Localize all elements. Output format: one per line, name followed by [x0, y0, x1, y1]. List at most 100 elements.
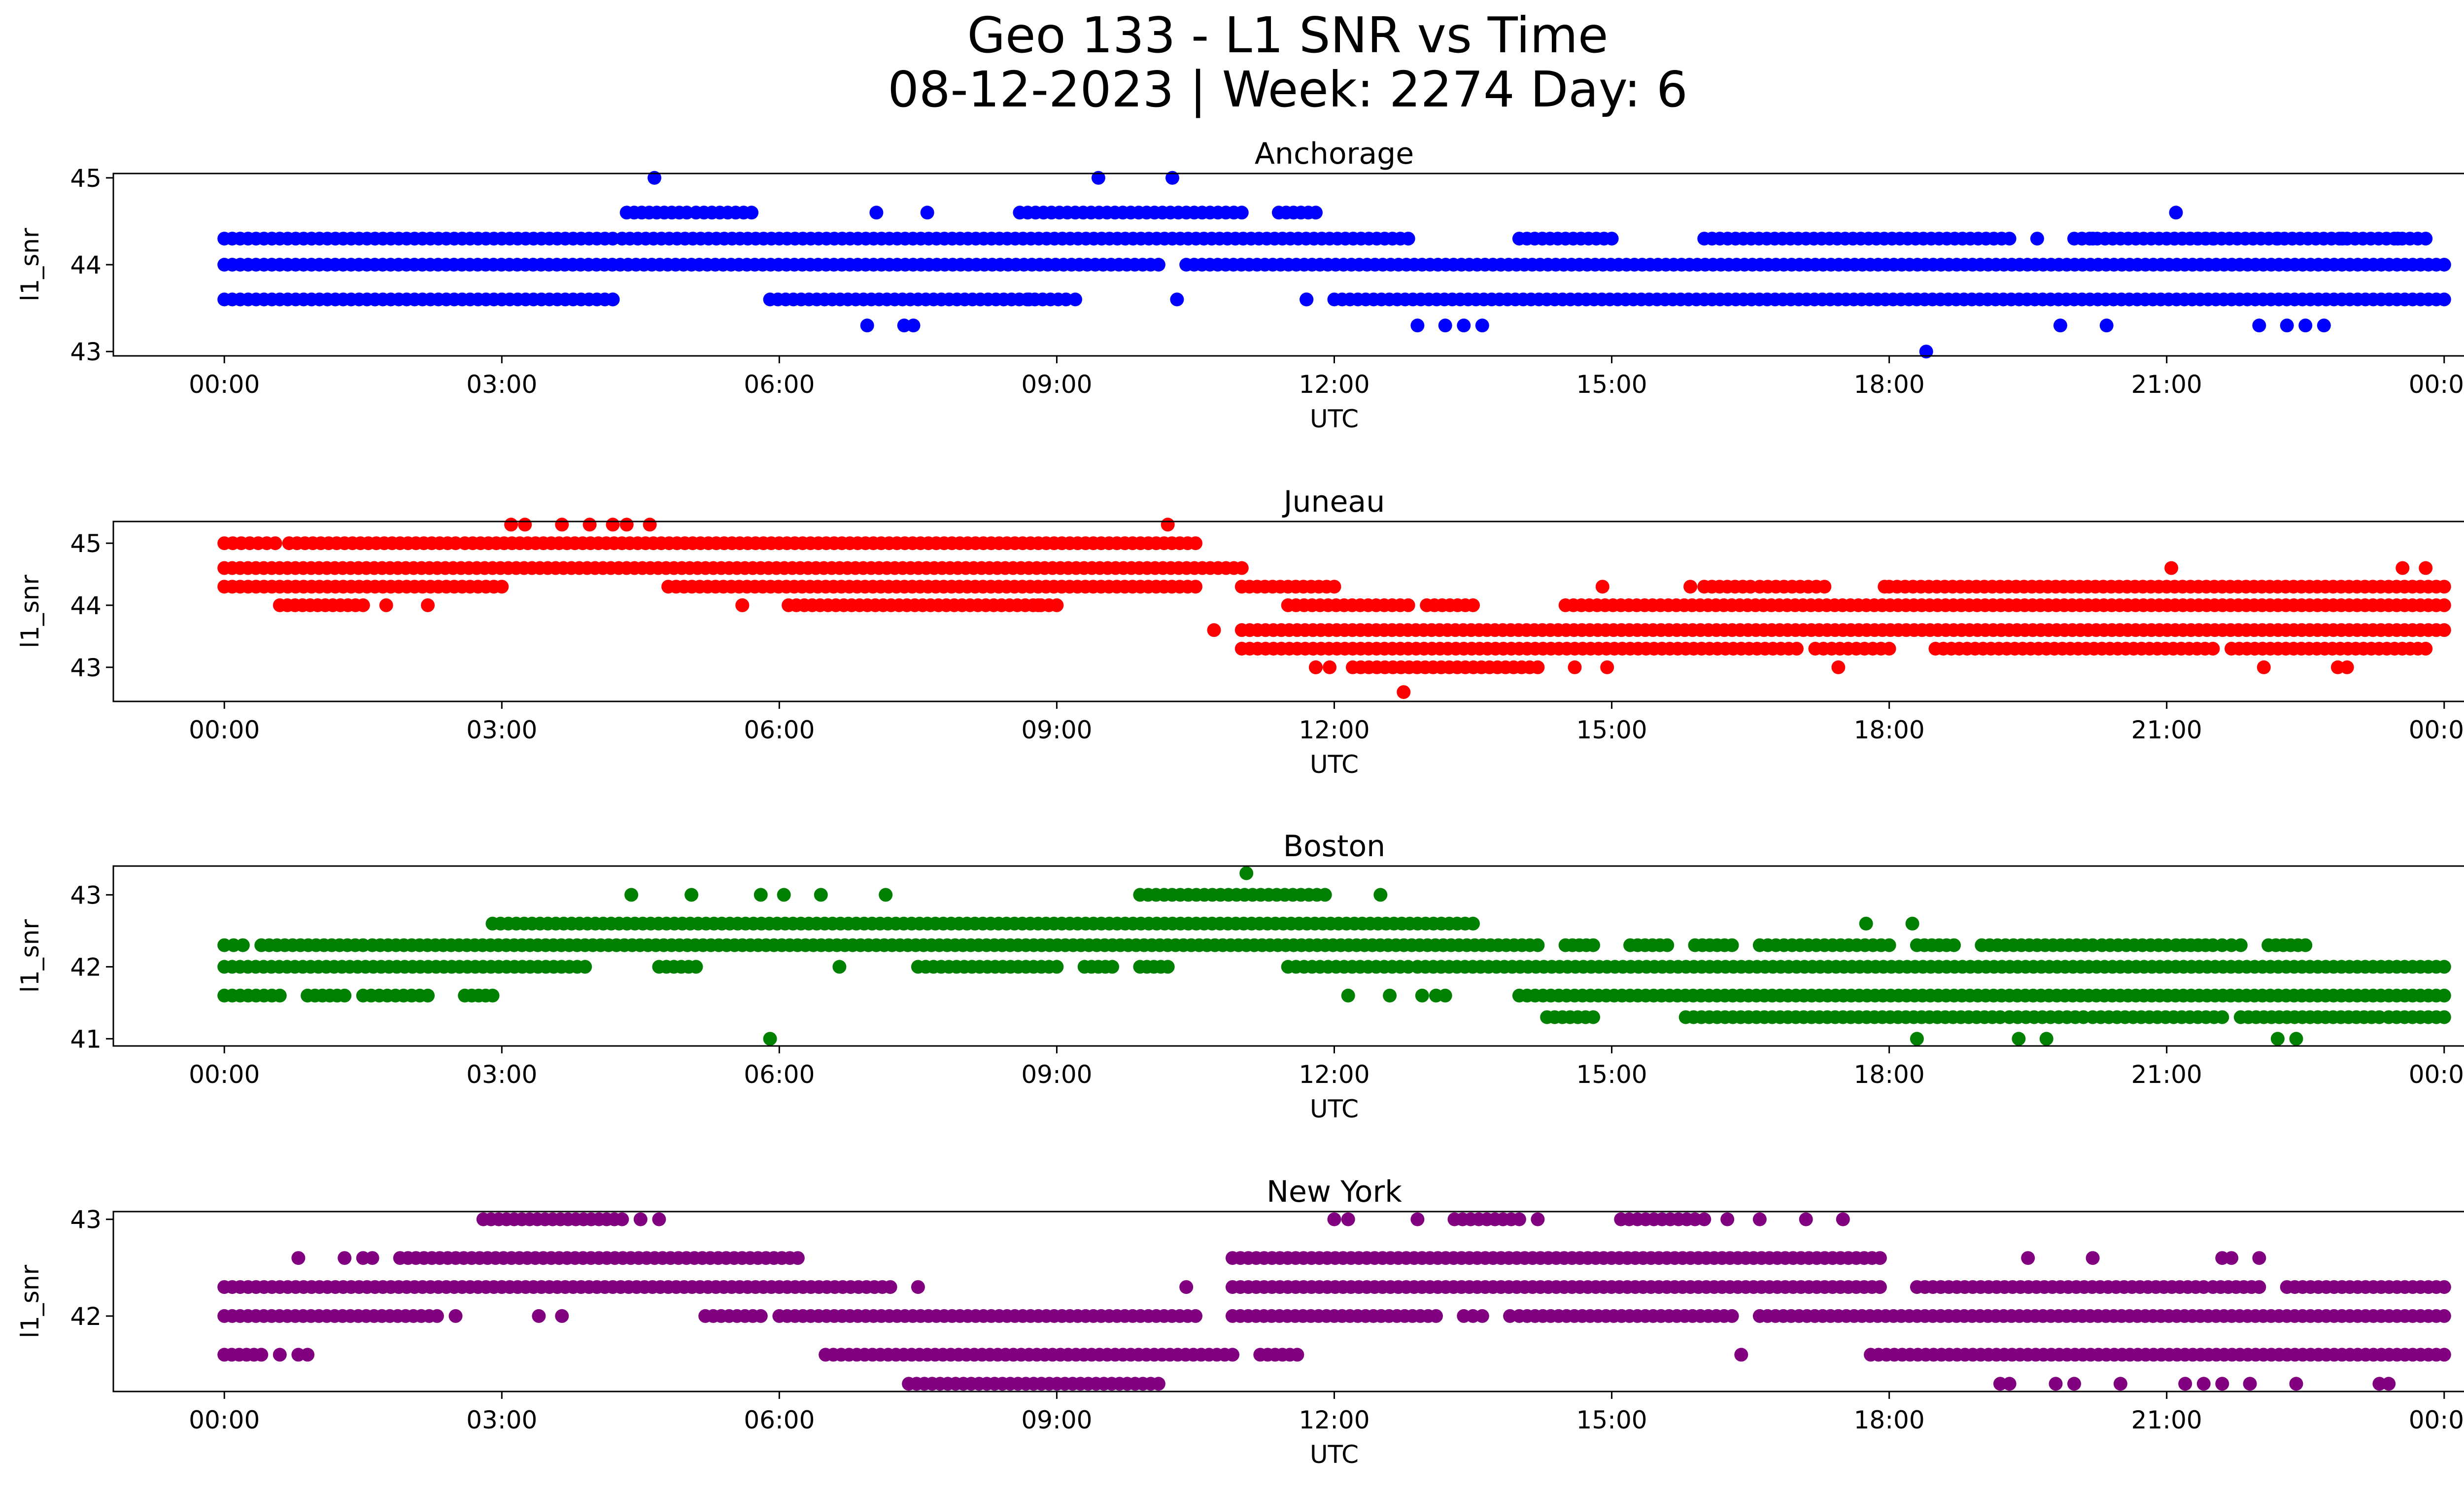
x-tick-label: 00:00: [189, 1060, 260, 1089]
y-tick-label: 44: [70, 591, 102, 620]
data-point: [1341, 988, 1355, 1003]
data-point: [1683, 580, 1698, 594]
data-point: [1415, 988, 1429, 1003]
data-point: [1068, 292, 1082, 307]
data-point: [1300, 292, 1314, 307]
data-point: [906, 318, 921, 333]
data-points: [217, 866, 2451, 1046]
data-point: [2298, 318, 2313, 333]
data-point: [1207, 623, 1221, 637]
data-point: [2340, 660, 2354, 674]
data-point: [2224, 1251, 2239, 1265]
data-point: [2049, 1377, 2063, 1391]
data-point: [2257, 660, 2271, 674]
x-tick-label: 00:00: [2409, 1060, 2464, 1089]
data-point: [2437, 258, 2451, 272]
data-point: [1720, 1212, 1735, 1226]
data-point: [745, 206, 759, 220]
y-tick-label: 45: [70, 529, 102, 558]
x-tick-label: 03:00: [466, 370, 537, 399]
data-point: [2178, 1377, 2192, 1391]
data-point: [606, 518, 620, 532]
data-point: [2289, 1377, 2303, 1391]
x-tick-label: 09:00: [1021, 716, 1092, 744]
data-point: [1151, 258, 1165, 272]
data-point: [2280, 318, 2294, 333]
x-tick-label: 12:00: [1299, 370, 1369, 399]
data-point: [2270, 1032, 2285, 1046]
data-point: [2215, 1010, 2229, 1024]
data-point: [495, 580, 509, 594]
data-point: [582, 518, 597, 532]
x-tick-label: 21:00: [2131, 1406, 2202, 1434]
data-point: [1531, 660, 1545, 674]
x-tick-label: 03:00: [466, 716, 537, 744]
data-point: [1882, 642, 1896, 656]
x-tick-label: 21:00: [2131, 370, 2202, 399]
data-point: [1503, 1309, 1517, 1323]
y-tick-label: 43: [70, 338, 102, 366]
data-point: [1466, 916, 1480, 931]
data-point: [1438, 318, 1452, 333]
data-point: [1438, 988, 1452, 1003]
data-point: [2164, 561, 2179, 575]
subplot-juneau: 00:00 03:00 06:00 09:00 12:00 15:00 18:00 21:00…: [16, 485, 2464, 779]
y-tick-label: 42: [70, 953, 102, 981]
data-point: [236, 938, 250, 952]
data-point: [2039, 1032, 2053, 1046]
data-point: [1660, 938, 1675, 952]
x-tick-label: 06:00: [744, 1060, 815, 1089]
data-point: [2067, 1377, 2081, 1391]
y-tick-label: 41: [70, 1025, 102, 1053]
data-point: [2437, 1280, 2451, 1294]
data-points: [217, 171, 2451, 359]
data-point: [2206, 642, 2220, 656]
data-point: [1882, 938, 1896, 952]
data-point: [1239, 866, 1254, 880]
data-point: [2169, 206, 2183, 220]
data-point: [1410, 1212, 1425, 1226]
data-point: [1512, 1212, 1526, 1226]
subplot-anchorage: 00:00 03:00 06:00 09:00 12:00 15:00 18:00 21:00…: [16, 137, 2464, 433]
data-point: [1050, 598, 1064, 612]
x-tick-label: 12:00: [1299, 716, 1369, 744]
x-tick-label: 09:00: [1021, 1406, 1092, 1434]
data-point: [2243, 1377, 2257, 1391]
data-point: [2113, 1377, 2127, 1391]
data-point: [1161, 960, 1175, 974]
y-tick-label: 43: [70, 654, 102, 682]
data-point: [1475, 1309, 1489, 1323]
data-point: [869, 206, 884, 220]
data-point: [2002, 1377, 2017, 1391]
subplot-title: Anchorage: [1255, 137, 1414, 171]
data-point: [1568, 660, 1582, 674]
data-point: [504, 518, 518, 532]
x-tick-label: 03:00: [466, 1406, 537, 1434]
data-point: [2012, 1032, 2026, 1046]
data-point: [2099, 318, 2114, 333]
data-point: [624, 888, 639, 902]
data-point: [1401, 598, 1415, 612]
data-point: [421, 988, 435, 1003]
x-tick-label: 00:00: [2409, 370, 2464, 399]
data-point: [2002, 232, 2017, 246]
data-point: [485, 988, 500, 1003]
data-point: [2086, 1251, 2100, 1265]
data-point: [860, 318, 874, 333]
y-axis-label: l1_snr: [16, 228, 44, 301]
y-tick-label: 42: [70, 1302, 102, 1331]
data-point: [1878, 580, 1892, 594]
data-points: [217, 1212, 2451, 1391]
data-point: [2335, 232, 2350, 246]
data-point: [1022, 292, 1036, 307]
x-axis-label: UTC: [1310, 750, 1359, 779]
data-point: [1309, 660, 1323, 674]
data-point: [2419, 561, 2433, 575]
figure-title-line-2: 08-12-2023 | Week: 2274 Day: 6: [888, 61, 1688, 118]
subplot-new-york: 00:00 03:00 06:00 09:00 12:00 15:00 18:00 21:00…: [16, 1175, 2464, 1469]
data-point: [753, 1309, 768, 1323]
subplot-boston: 00:00 03:00 06:00 09:00 12:00 15:00 18:00 21:00…: [16, 829, 2464, 1123]
data-point: [1905, 916, 1919, 931]
data-point: [1161, 518, 1175, 532]
